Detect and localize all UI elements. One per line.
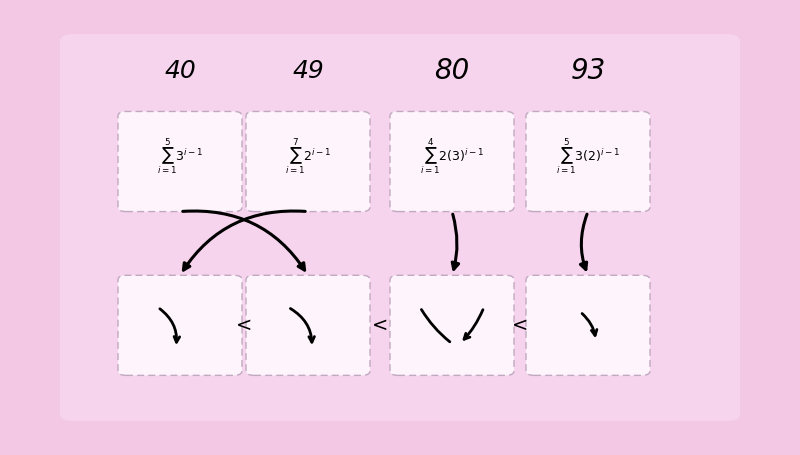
Text: <: <	[372, 316, 388, 335]
FancyBboxPatch shape	[390, 275, 514, 375]
FancyBboxPatch shape	[118, 275, 242, 375]
Text: <: <	[512, 316, 528, 335]
Text: 49: 49	[292, 59, 324, 82]
FancyBboxPatch shape	[526, 275, 650, 375]
Text: <: <	[236, 316, 252, 335]
Text: $\sum_{i=1}^{7} 2^{i-1}$: $\sum_{i=1}^{7} 2^{i-1}$	[285, 137, 331, 177]
Text: 80: 80	[434, 56, 470, 85]
FancyBboxPatch shape	[60, 34, 740, 421]
Text: 93: 93	[570, 56, 606, 85]
Text: $\sum_{i=1}^{4} 2(3)^{i-1}$: $\sum_{i=1}^{4} 2(3)^{i-1}$	[420, 137, 484, 177]
FancyBboxPatch shape	[246, 111, 370, 212]
FancyBboxPatch shape	[246, 275, 370, 375]
FancyBboxPatch shape	[118, 111, 242, 212]
FancyBboxPatch shape	[390, 111, 514, 212]
FancyBboxPatch shape	[526, 111, 650, 212]
Text: 40: 40	[164, 59, 196, 82]
Text: $\sum_{i=1}^{5} 3^{i-1}$: $\sum_{i=1}^{5} 3^{i-1}$	[157, 137, 203, 177]
Text: $\sum_{i=1}^{5} 3(2)^{i-1}$: $\sum_{i=1}^{5} 3(2)^{i-1}$	[556, 137, 620, 177]
